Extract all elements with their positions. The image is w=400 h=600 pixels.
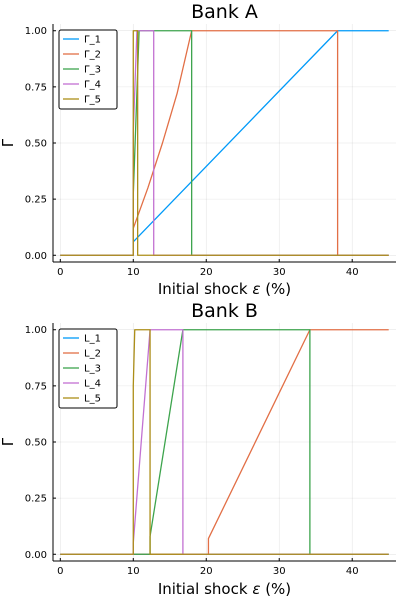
legend-label: L_2 [84,349,101,360]
x-tick-label: 30 [273,566,286,577]
x-axis-label: Initial shock ε (%) [158,580,291,598]
legend-label: L_5 [84,394,101,405]
y-axis-label: Γ [0,138,17,147]
legend: L_1 L_2 L_3 L_4 L_5 [58,328,118,409]
series-line-γ_5 [60,30,389,256]
legend-label: Γ_2 [84,50,101,61]
y-tick-label: 0.00 [25,251,47,262]
y-tick-label: 0.00 [25,550,47,561]
y-tick-label: 0.75 [25,82,47,93]
series-line-l_5 [60,329,389,555]
x-tick-label: 30 [273,267,286,278]
legend-label: L_3 [84,364,101,375]
legend-label: Γ_3 [84,65,101,76]
x-tick-label: 40 [346,267,359,278]
x-tick-label: 20 [200,566,213,577]
x-axis-label: Initial shock ε (%) [158,280,291,298]
panel-bank-a: 0 10 20 30 40 0.00 0.25 0.50 0.75 1.00 Bank A Initi… [0,1,396,298]
y-tick-label: 0.25 [25,494,47,505]
legend-label: Γ_5 [84,95,101,106]
y-tick-label: 0.50 [25,438,47,449]
x-tick-label: 40 [346,566,359,577]
y-tick-label: 0.50 [25,139,47,150]
legend-label: L_1 [84,334,101,345]
legend-label: Γ_1 [84,35,101,46]
y-tick-label: 0.25 [25,195,47,206]
chart-title: Bank A [191,1,258,23]
panel-bank-b: 0 10 20 30 40 0.00 0.25 0.50 0.75 1.00 Bank B Initi… [0,300,396,598]
x-tick-label: 0 [57,566,63,577]
y-tick-label: 0.75 [25,381,47,392]
x-tick-label: 20 [200,267,213,278]
y-tick-label: 1.00 [25,325,47,336]
x-tick-label: 10 [127,267,140,278]
chart-title: Bank B [191,300,258,322]
legend-label: L_4 [84,379,101,390]
legend-box [58,29,118,110]
x-tick-label: 10 [127,566,140,577]
legend-box [58,328,118,409]
y-tick-label: 1.00 [25,26,47,37]
x-tick-label: 0 [57,267,63,278]
legend-label: Γ_4 [84,80,101,91]
legend: Γ_1 Γ_2 Γ_3 Γ_4 Γ_5 [58,29,118,110]
y-axis-label: Γ [0,437,17,446]
